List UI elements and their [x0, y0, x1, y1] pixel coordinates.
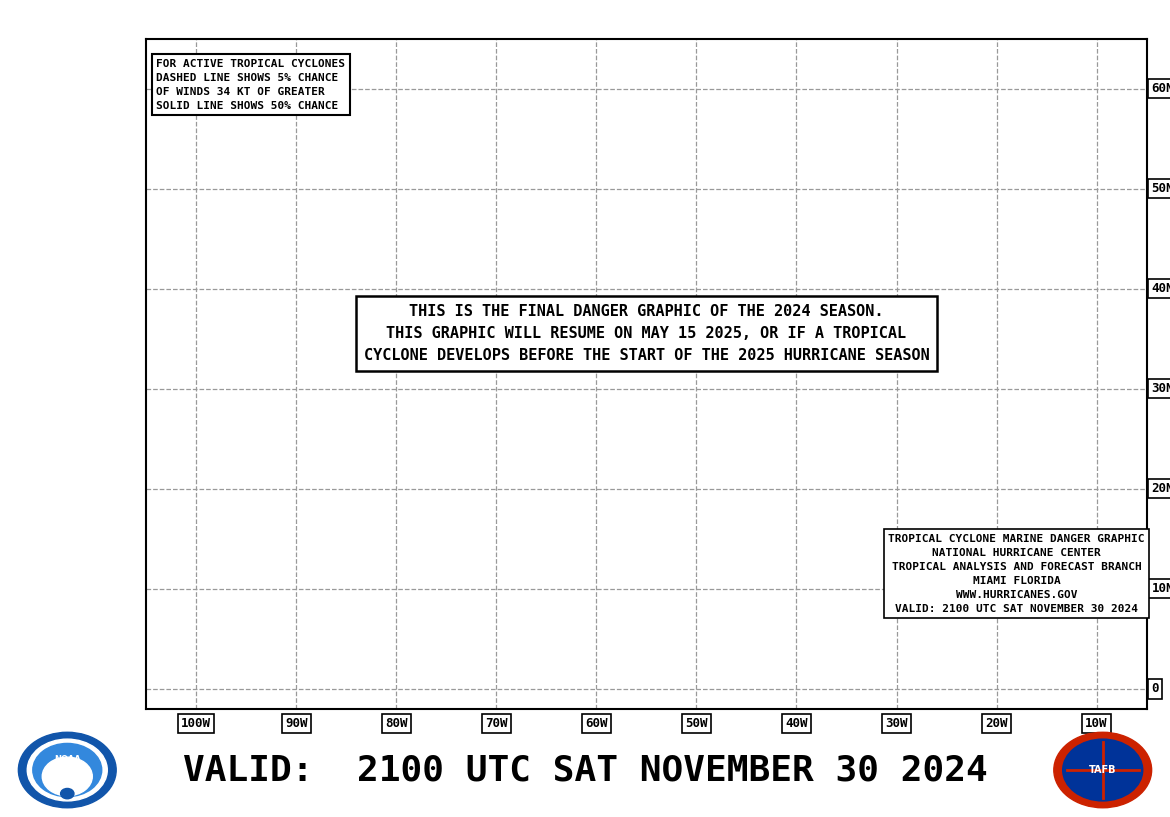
- Text: 70W: 70W: [486, 717, 508, 730]
- Text: 80W: 80W: [385, 717, 407, 730]
- Circle shape: [1054, 732, 1151, 808]
- Circle shape: [61, 788, 74, 799]
- Text: 30N: 30N: [1151, 382, 1170, 395]
- Circle shape: [33, 743, 102, 797]
- Circle shape: [1062, 739, 1143, 801]
- Text: 50N: 50N: [1151, 182, 1170, 195]
- Text: 20N: 20N: [1151, 482, 1170, 495]
- Text: VALID:  2100 UTC SAT NOVEMBER 30 2024: VALID: 2100 UTC SAT NOVEMBER 30 2024: [183, 753, 987, 787]
- Text: 100W: 100W: [181, 717, 212, 730]
- Circle shape: [42, 757, 92, 796]
- Text: THIS IS THE FINAL DANGER GRAPHIC OF THE 2024 SEASON.
THIS GRAPHIC WILL RESUME ON: THIS IS THE FINAL DANGER GRAPHIC OF THE …: [364, 304, 929, 364]
- Circle shape: [27, 739, 108, 801]
- Text: TROPICAL CYCLONE MARINE DANGER GRAPHIC
NATIONAL HURRICANE CENTER
TROPICAL ANALYS: TROPICAL CYCLONE MARINE DANGER GRAPHIC N…: [888, 534, 1144, 614]
- Text: 90W: 90W: [285, 717, 308, 730]
- Text: TAFB: TAFB: [1089, 765, 1116, 775]
- Text: 40N: 40N: [1151, 282, 1170, 295]
- Text: NOAA: NOAA: [54, 755, 81, 764]
- Text: FOR ACTIVE TROPICAL CYCLONES
DASHED LINE SHOWS 5% CHANCE
OF WINDS 34 KT OF GREAT: FOR ACTIVE TROPICAL CYCLONES DASHED LINE…: [157, 59, 345, 110]
- Text: 40W: 40W: [785, 717, 807, 730]
- Text: 0: 0: [1151, 682, 1159, 695]
- Text: 20W: 20W: [985, 717, 1007, 730]
- Text: 30W: 30W: [886, 717, 908, 730]
- Text: 10N: 10N: [1151, 583, 1170, 596]
- Circle shape: [19, 732, 116, 808]
- Text: 60N: 60N: [1151, 83, 1170, 95]
- Text: 10W: 10W: [1086, 717, 1108, 730]
- Text: 60W: 60W: [585, 717, 607, 730]
- Text: 50W: 50W: [686, 717, 708, 730]
